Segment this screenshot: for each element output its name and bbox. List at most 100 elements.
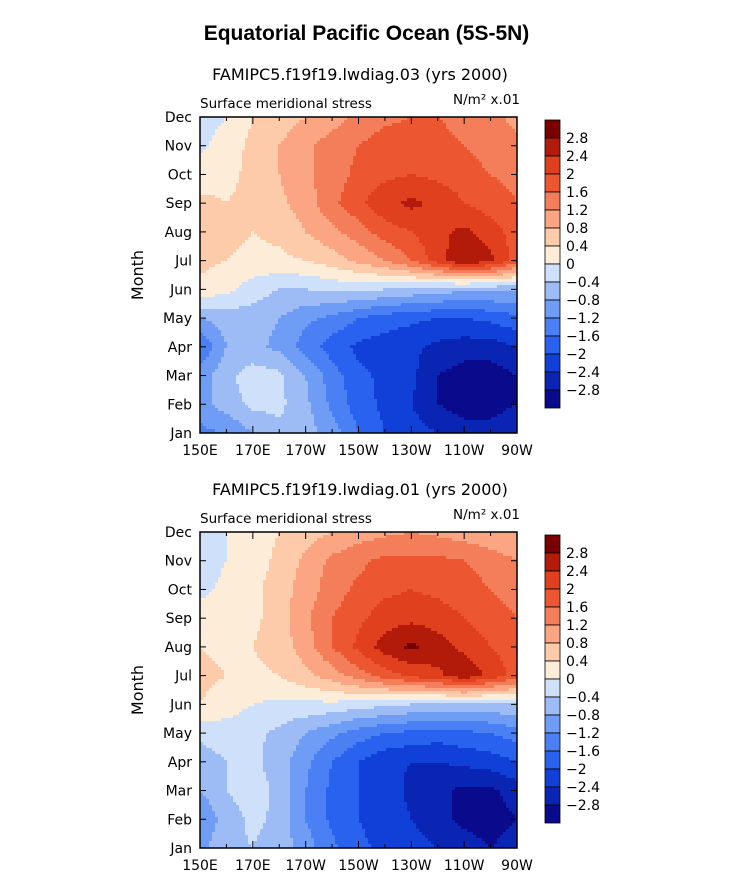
field-cell xyxy=(299,252,303,256)
field-cell xyxy=(428,195,432,199)
field-cell xyxy=(212,219,216,223)
field-cell xyxy=(476,231,480,235)
field-cell xyxy=(206,189,210,193)
field-cell xyxy=(413,210,417,214)
field-cell xyxy=(419,150,423,154)
field-cell xyxy=(251,246,255,250)
field-cell xyxy=(344,153,348,157)
field-cell xyxy=(275,252,279,256)
field-cell xyxy=(401,186,405,190)
field-cell xyxy=(242,207,246,211)
field-cell xyxy=(224,213,228,217)
field-cell xyxy=(209,156,213,160)
field-cell xyxy=(452,198,456,202)
field-cell xyxy=(302,129,306,133)
field-cell xyxy=(209,192,213,196)
field-cell xyxy=(314,123,318,127)
field-cell xyxy=(494,126,498,130)
field-cell xyxy=(380,165,384,169)
field-cell xyxy=(263,195,267,199)
field-cell xyxy=(224,141,228,145)
field-cell xyxy=(206,192,210,196)
field-cell xyxy=(515,165,517,169)
field-cell xyxy=(482,168,486,172)
field-cell xyxy=(278,198,282,202)
field-cell xyxy=(359,123,363,127)
field-cell xyxy=(323,210,327,214)
field-cell xyxy=(479,135,483,139)
field-cell xyxy=(434,207,438,211)
field-cell xyxy=(389,117,393,121)
field-cell xyxy=(401,138,405,142)
field-cell xyxy=(335,219,339,223)
field-cell xyxy=(212,198,216,202)
field-cell xyxy=(236,189,240,193)
field-cell xyxy=(488,147,492,151)
field-cell xyxy=(239,171,243,175)
field-cell xyxy=(482,186,486,190)
field-cell xyxy=(206,234,210,238)
field-cell xyxy=(284,117,288,121)
field-cell xyxy=(383,207,387,211)
field-cell xyxy=(488,222,492,226)
field-cell xyxy=(314,225,318,229)
field-cell xyxy=(371,219,375,223)
field-cell xyxy=(341,249,345,253)
field-cell xyxy=(428,123,432,127)
field-cell xyxy=(386,117,390,121)
field-cell xyxy=(410,144,414,148)
field-cell xyxy=(227,144,231,148)
field-cell xyxy=(206,237,210,241)
field-cell xyxy=(350,225,354,229)
field-cell xyxy=(467,249,471,253)
field-cell xyxy=(281,234,285,238)
field-cell xyxy=(272,210,276,214)
field-cell xyxy=(419,219,423,223)
field-cell xyxy=(263,252,267,256)
field-cell xyxy=(206,204,210,208)
field-cell xyxy=(500,192,504,196)
field-cell xyxy=(350,162,354,166)
field-cell xyxy=(245,252,249,256)
field-cell xyxy=(371,120,375,124)
field-cell xyxy=(305,195,309,199)
field-cell xyxy=(239,195,243,199)
field-cell xyxy=(389,249,393,253)
field-cell xyxy=(320,177,324,181)
field-cell xyxy=(434,213,438,217)
field-cell xyxy=(431,249,435,253)
field-cell xyxy=(512,135,516,139)
field-cell xyxy=(257,147,261,151)
field-cell xyxy=(209,150,213,154)
field-cell xyxy=(413,156,417,160)
field-cell xyxy=(221,117,225,121)
field-cell xyxy=(458,240,462,244)
field-cell xyxy=(371,222,375,226)
heatmap-chart-1: FAMIPC5.f19f19.lwdiag.03 (yrs 2000) Surf… xyxy=(128,65,600,459)
field-cell xyxy=(488,228,492,232)
field-cell xyxy=(335,201,339,205)
field-cell xyxy=(215,219,219,223)
field-cell xyxy=(515,171,517,175)
field-cell xyxy=(395,207,399,211)
field-cell xyxy=(377,201,381,205)
field-cell xyxy=(443,210,447,214)
field-cell xyxy=(491,177,495,181)
field-cell xyxy=(368,117,372,121)
field-cell xyxy=(374,246,378,250)
field-cell xyxy=(368,195,372,199)
field-cell xyxy=(467,243,471,247)
field-cell xyxy=(461,246,465,250)
field-cell xyxy=(395,156,399,160)
field-cell xyxy=(401,243,405,247)
field-cell xyxy=(401,132,405,136)
field-cell xyxy=(368,120,372,124)
field-cell xyxy=(467,234,471,238)
field-cell xyxy=(359,204,363,208)
field-cell xyxy=(455,174,459,178)
field-cell xyxy=(494,231,498,235)
field-cell xyxy=(200,246,204,250)
field-cell xyxy=(305,162,309,166)
field-cell xyxy=(482,189,486,193)
field-cell xyxy=(482,219,486,223)
